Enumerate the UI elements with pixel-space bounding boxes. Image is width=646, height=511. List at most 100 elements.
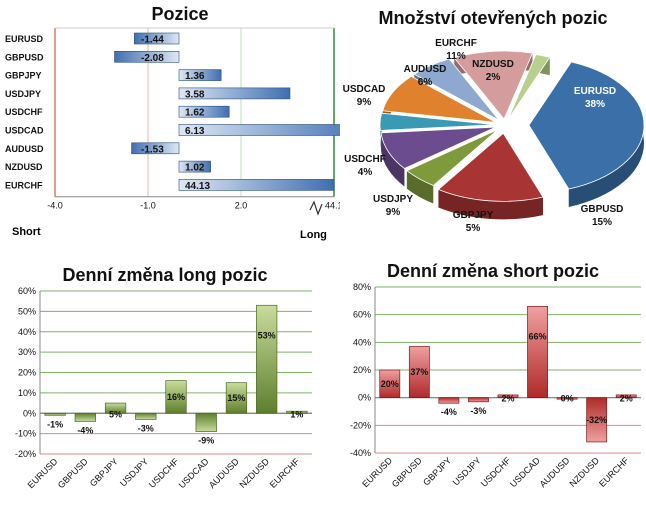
- y-tick-label: 20%: [18, 368, 36, 378]
- value-label: -4%: [77, 425, 93, 435]
- pie-label: GBPJPY: [453, 210, 494, 221]
- y-tick-label: 30%: [18, 347, 36, 357]
- value-label: 44.13: [185, 181, 210, 192]
- bar-gbpusd: [114, 50, 180, 63]
- x-tick-label: EURCHF: [268, 456, 302, 490]
- x-tick-label: 2.0: [235, 201, 248, 211]
- value-label: 20%: [381, 379, 399, 389]
- pie-slice-usdcad: [382, 75, 497, 123]
- value-label: 66%: [529, 331, 547, 341]
- category-label: GBPJPY: [5, 71, 42, 81]
- value-label: 37%: [410, 367, 428, 377]
- value-label: 2%: [620, 394, 633, 404]
- bar-eurchf: [615, 394, 637, 399]
- y-tick-label: 20%: [353, 365, 371, 375]
- value-label: -3%: [470, 406, 486, 416]
- value-label: -1%: [47, 419, 63, 429]
- bar-nzdusd: [586, 397, 608, 443]
- y-tick-label: 0%: [358, 393, 371, 403]
- pie-label: GBPUSD: [581, 204, 624, 215]
- pie-slice-nzdusd: [507, 54, 551, 121]
- x-tick-label: AUDUSD: [538, 455, 572, 489]
- category-label: EURCHF: [5, 180, 43, 190]
- pie-slice-usdjpy: [380, 126, 496, 170]
- value-label: 1%: [290, 409, 303, 419]
- pie-slice-side-gbpjpy: [406, 170, 434, 204]
- x-tick-label: GBPJPY: [88, 456, 120, 488]
- pie-slice-usdchf: [379, 112, 496, 131]
- category-label: AUDUSD: [5, 144, 44, 154]
- value-label: 6.13: [185, 126, 205, 137]
- positions-chart-svg: EURUSD -1.44 GBPUSD -2.08 GBPJPY 1.36 USDJPY 3.…: [5, 27, 370, 241]
- short-change-chart-title: Denní změna short pozic: [386, 261, 600, 281]
- y-tick-label: 50%: [18, 306, 36, 316]
- bar-gbpjpy: [104, 402, 127, 414]
- pie-value-label: 5%: [466, 223, 481, 234]
- positions-chart-title: Pozice: [151, 4, 209, 24]
- short-change-chart-svg: 80% 60% 40% 20% 0% -20% -40% 20% EURUSD 37% GBPUSD…: [350, 282, 641, 489]
- pie-value-label: 9%: [386, 207, 401, 218]
- category-label: EURUSD: [5, 34, 44, 44]
- value-label: 1.02: [185, 163, 205, 174]
- y-tick-label: 60%: [353, 310, 371, 320]
- value-label: 15%: [227, 393, 245, 403]
- y-tick-label: -40%: [350, 448, 371, 458]
- y-tick-label: 40%: [18, 327, 36, 337]
- y-tick-label: -10%: [15, 429, 36, 439]
- category-label: USDCHF: [5, 107, 43, 117]
- x-tick-label: EURCHF: [597, 455, 631, 489]
- open-positions-pie-chart: Množství otevřených pozic EURUSD 38% GBPUS…: [340, 0, 646, 255]
- bar-usdcad: [195, 412, 217, 432]
- value-label: 16%: [167, 392, 185, 402]
- bar-audusd: [556, 397, 578, 400]
- positions-chart: Pozice EURUSD -1.44 GBPUSD -2.08 GBPJPY 1.36 U…: [0, 0, 370, 250]
- pie-label: AUDUSD: [404, 64, 447, 75]
- y-tick-label: -20%: [15, 449, 36, 459]
- bar-gbpusd: [408, 346, 430, 399]
- value-label: -4%: [441, 407, 457, 417]
- bar-eurchf: [178, 179, 335, 191]
- category-label: USDJPY: [5, 89, 41, 99]
- x-tick-label: AUDUSD: [207, 456, 241, 490]
- pie-slice-side-usdjpy: [381, 132, 405, 187]
- x-tick-label: GBPUSD: [56, 456, 90, 490]
- value-label: -32%: [586, 415, 607, 425]
- pie-value-label: 6%: [418, 77, 433, 88]
- pie-label: USDCAD: [343, 84, 386, 95]
- pie-slice-side-gbpusd: [438, 189, 544, 220]
- category-label: NZDUSD: [5, 162, 43, 172]
- short-axis-label: Short: [12, 226, 41, 238]
- pie-slice-eurusd: [528, 61, 645, 190]
- pie-slice-gbpusd: [437, 132, 544, 202]
- short-change-chart: Denní změna short pozic 80% 60% 40% 20% 0% -2…: [323, 255, 646, 506]
- y-tick-label: -20%: [350, 420, 371, 430]
- x-tick-label: USDJPY: [118, 456, 150, 488]
- bar-eurusd: [44, 412, 66, 416]
- pie-value-label: 15%: [592, 217, 612, 228]
- x-tick-label: NZDUSD: [567, 455, 601, 489]
- x-tick-label: EURUSD: [26, 456, 60, 490]
- x-tick-label: -1.0: [140, 201, 156, 211]
- bar-gbpjpy: [438, 397, 460, 404]
- pie-value-label: 38%: [585, 99, 605, 110]
- pie-slice-audusd: [413, 58, 500, 121]
- long-axis-label: Long: [300, 229, 327, 241]
- pie-value-label: 2%: [486, 72, 501, 83]
- pie-label: EURCHF: [435, 38, 477, 49]
- y-tick-label: 60%: [18, 286, 36, 296]
- y-tick-label: 10%: [18, 388, 36, 398]
- bar-gbpusd: [74, 412, 96, 422]
- x-tick-label: NZDUSD: [237, 456, 271, 490]
- bar-usdchf: [165, 380, 187, 414]
- bar-usdjpy: [468, 397, 489, 403]
- value-label: -1.44: [141, 35, 164, 46]
- value-label: 3.58: [185, 89, 205, 100]
- value-label: 1.62: [185, 108, 205, 119]
- bar-gbpjpy: [178, 69, 222, 81]
- pie-chart-title: Množství otevřených pozic: [378, 8, 608, 28]
- value-label: -3%: [138, 423, 154, 433]
- y-tick-label: 0%: [23, 408, 36, 418]
- category-label: USDCAD: [5, 126, 44, 136]
- x-tick-label: USDCHF: [147, 456, 181, 490]
- bar-nzdusd: [256, 304, 278, 414]
